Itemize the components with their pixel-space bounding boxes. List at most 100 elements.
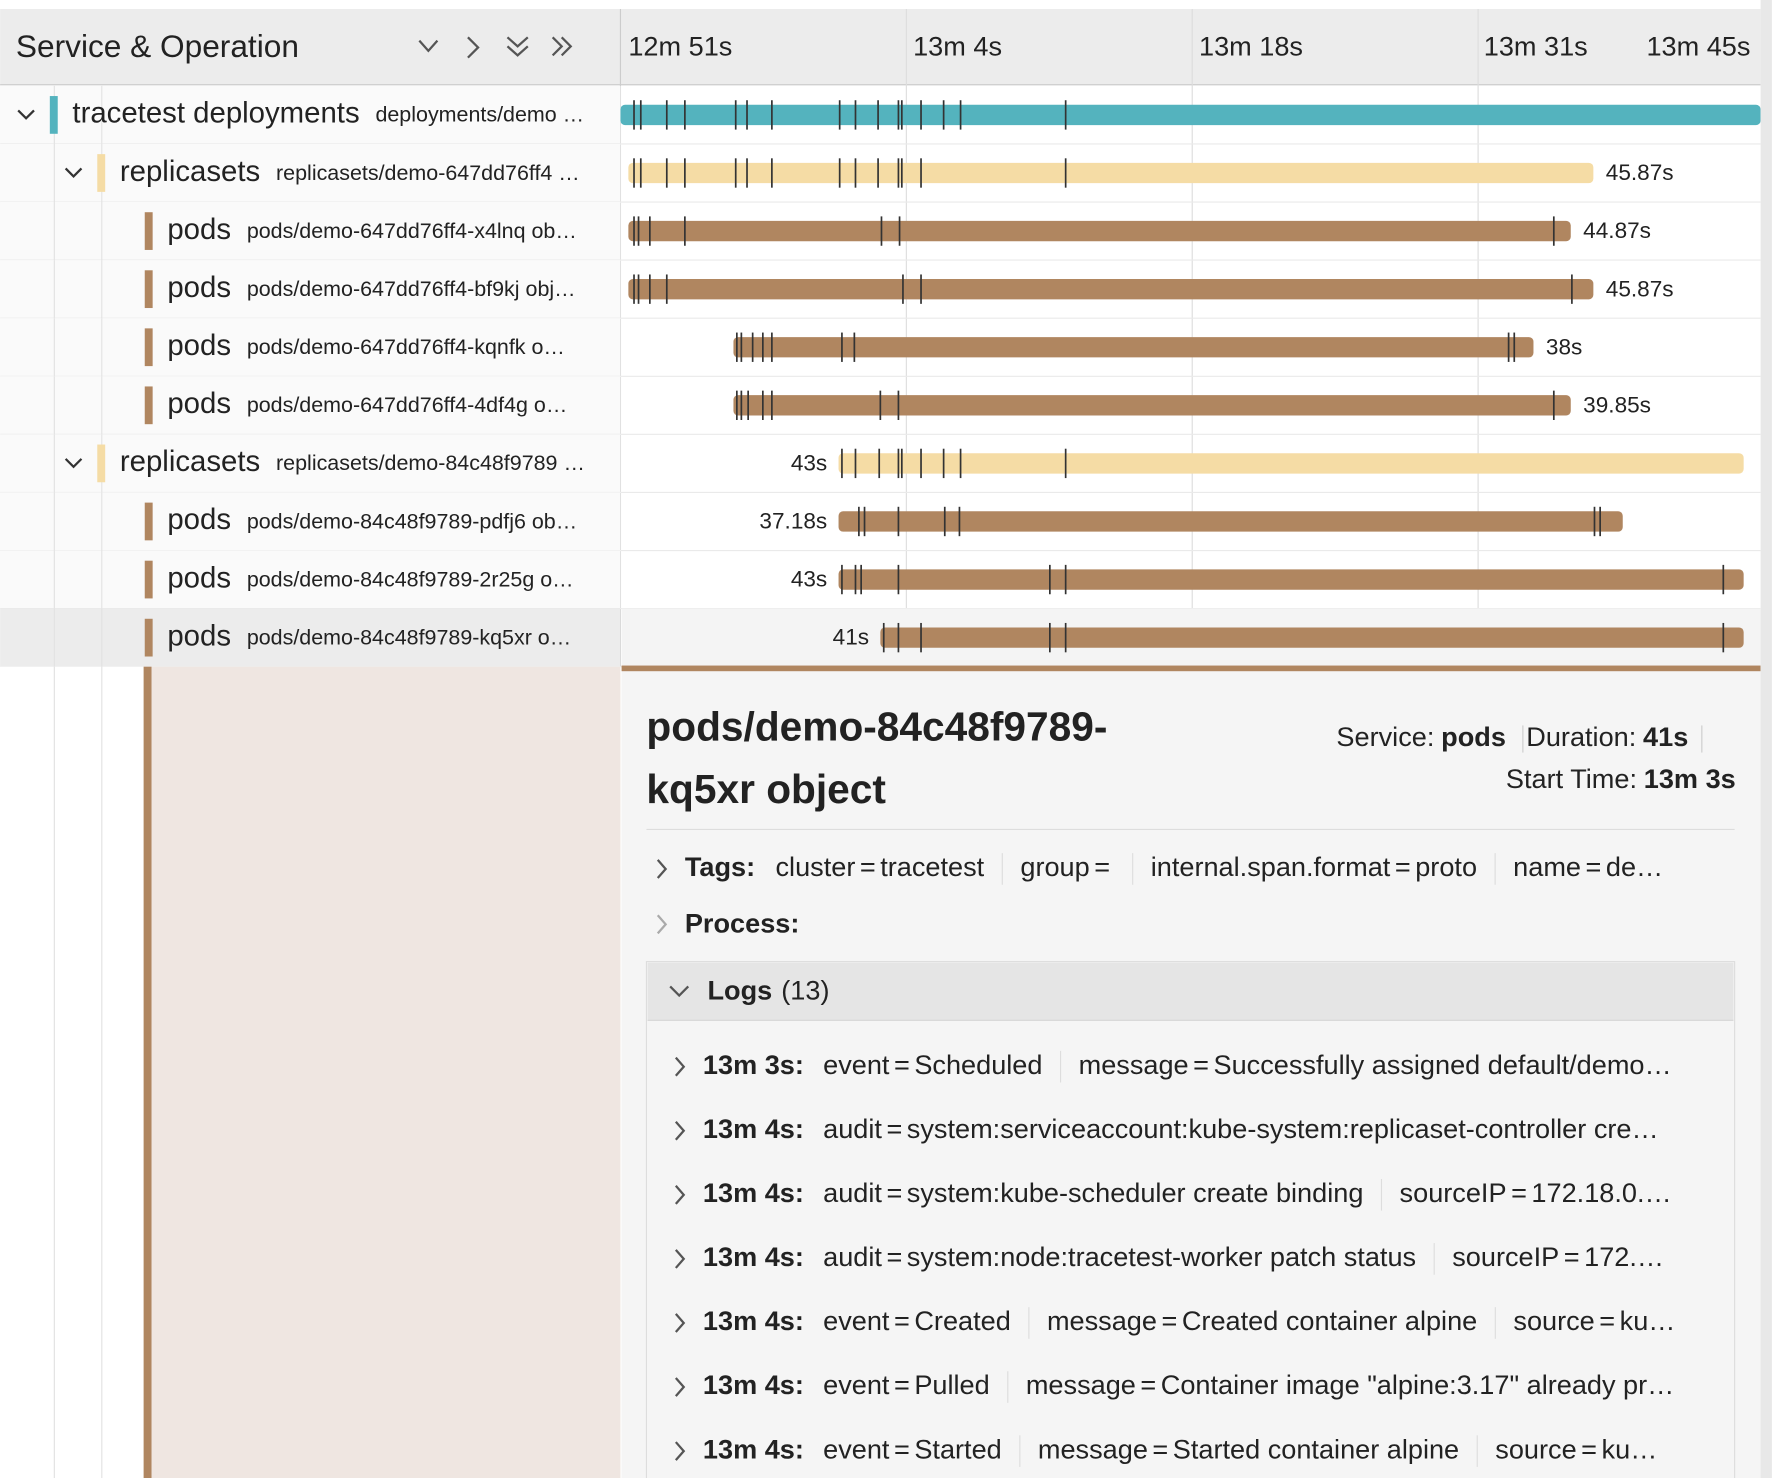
field-value: Started: [914, 1433, 1001, 1464]
duration-label: Duration:: [1526, 721, 1636, 752]
span-row[interactable]: pods pods/demo-84c48f9789-kq5xr o… 41s: [0, 608, 1761, 668]
log-entry[interactable]: 13m 4s: audit = system:serviceaccount:kube-…: [674, 1113, 1659, 1144]
operation-name[interactable]: pods/demo-647dd76ff4-kqnfk o…: [247, 335, 565, 359]
log-entry[interactable]: 13m 4s: event = Started message = Started cont…: [674, 1433, 1657, 1467]
span-row[interactable]: replicasets replicasets/demo-647dd76ff4 ……: [0, 143, 1761, 203]
collapse-all-2[interactable]: [506, 45, 529, 57]
service-name[interactable]: pods: [167, 329, 231, 362]
operation-name[interactable]: replicasets/demo-84c48f9789 …: [276, 451, 585, 475]
log-entry[interactable]: 13m 4s: audit = system:kube-scheduler creat…: [674, 1177, 1672, 1211]
service-name[interactable]: pods: [167, 213, 231, 246]
operation-name[interactable]: pods/demo-647dd76ff4-bf9kj obj…: [247, 277, 576, 301]
service-name[interactable]: pods: [167, 619, 231, 652]
log-toggle[interactable]: [674, 1313, 686, 1333]
service-name[interactable]: pods: [167, 503, 231, 536]
log-toggle[interactable]: [674, 1056, 686, 1077]
span-bar: [620, 104, 1761, 126]
service-color: [144, 386, 153, 425]
log-toggle[interactable]: [674, 1185, 686, 1205]
logs-toggle[interactable]: [669, 985, 690, 998]
service-name[interactable]: pods: [167, 271, 231, 304]
expand-one[interactable]: [467, 36, 480, 59]
span-duration: 45.87s: [1606, 276, 1674, 301]
service-name[interactable]: pods: [167, 387, 231, 420]
operation-name[interactable]: pods/demo-84c48f9789-pdfj6 ob…: [247, 509, 577, 533]
span-row[interactable]: replicasets replicasets/demo-84c48f9789 ……: [0, 434, 1761, 494]
service-value: pods: [1441, 721, 1506, 752]
row-toggle[interactable]: [64, 458, 83, 469]
log-toggle[interactable]: [674, 1441, 686, 1461]
tags-label[interactable]: Tags:: [685, 851, 755, 882]
log-entry[interactable]: 13m 4s: event = Pulled message = Container ima…: [674, 1369, 1674, 1403]
log-entry[interactable]: 13m 3s: event = Scheduled message = Successful…: [674, 1049, 1672, 1083]
tags-toggle[interactable]: [656, 859, 668, 879]
operation-name[interactable]: replicasets/demo-647dd76ff4 …: [276, 161, 580, 185]
logs-header[interactable]: [647, 962, 1734, 1021]
log-time: 13m 4s:: [703, 1305, 804, 1336]
span-row[interactable]: pods pods/demo-647dd76ff4-4df4g o… 39.85s: [0, 376, 1761, 435]
log-entry[interactable]: 13m 4s: event = Created message = Created cont…: [674, 1305, 1676, 1339]
service-name[interactable]: replicasets: [120, 155, 260, 188]
operation-name[interactable]: pods/demo-84c48f9789-2r25g o…: [247, 567, 574, 591]
span-row[interactable]: pods pods/demo-647dd76ff4-bf9kj obj… 45.87…: [0, 260, 1761, 319]
process-label[interactable]: Process:: [685, 908, 800, 939]
service-color: [97, 154, 106, 192]
span-row[interactable]: pods pods/demo-647dd76ff4-kqnfk o… 38s: [0, 318, 1761, 377]
log-toggle[interactable]: [674, 1377, 686, 1397]
span-row[interactable]: pods pods/demo-84c48f9789-2r25g o… 43s: [0, 550, 1761, 610]
operation-name[interactable]: deployments/demo …: [375, 103, 584, 127]
row-toggle[interactable]: [17, 109, 35, 120]
span-rows: tracetest deployments deployments/demo … r…: [0, 85, 1761, 668]
field-value: Pulled: [914, 1369, 989, 1400]
operation-name[interactable]: pods/demo-647dd76ff4-x4lnq ob…: [247, 219, 577, 243]
log-toggle[interactable]: [674, 1120, 686, 1141]
log-toggle[interactable]: [674, 1249, 686, 1269]
process-toggle[interactable]: [656, 914, 668, 935]
span-row[interactable]: tracetest deployments deployments/demo …: [0, 85, 1761, 145]
span-row[interactable]: pods pods/demo-647dd76ff4-x4lnq ob… 44.87s: [0, 202, 1761, 261]
span-bar: [733, 395, 1571, 416]
row-left-bg: [0, 550, 621, 609]
service-color: [144, 212, 153, 250]
row-left-bg: [0, 608, 621, 667]
service-color: [97, 444, 106, 483]
field-value: Created container alpine: [1182, 1305, 1477, 1336]
log-time: 13m 4s:: [703, 1369, 804, 1400]
collapse-all[interactable]: [506, 36, 529, 48]
service-color: [144, 270, 153, 309]
expand-all-2[interactable]: [560, 36, 573, 57]
service-name[interactable]: replicasets: [120, 445, 260, 478]
span-row[interactable]: pods pods/demo-84c48f9789-pdfj6 ob… 37.18s: [0, 492, 1761, 552]
field-key: name: [1513, 851, 1581, 882]
service-color: [144, 328, 153, 367]
header-controls[interactable]: [418, 36, 573, 59]
log-entry[interactable]: 13m 4s: audit = system:node:tracetest-worke…: [674, 1241, 1664, 1275]
span-bar: [838, 511, 1623, 532]
row-toggle[interactable]: [64, 167, 83, 178]
service-color: [144, 560, 153, 599]
logs-label[interactable]: Logs: [707, 974, 772, 1005]
scrollbar: [1760, 0, 1772, 1478]
operation-name[interactable]: pods/demo-84c48f9789-kq5xr o…: [247, 625, 571, 649]
field-value: Started container alpine: [1173, 1433, 1459, 1464]
field-key: audit: [823, 1177, 882, 1208]
field-equals: =: [1581, 1433, 1597, 1464]
field-equals: =: [1094, 851, 1110, 882]
collapse-one[interactable]: [418, 39, 439, 53]
span-duration: 39.85s: [1583, 392, 1651, 417]
expand-all[interactable]: [551, 36, 564, 57]
field-key: source: [1513, 1305, 1594, 1336]
logs-box: [645, 961, 1736, 1478]
time-tick-label: 12m 51s: [628, 31, 732, 62]
operation-name[interactable]: pods/demo-647dd76ff4-4df4g o…: [247, 393, 567, 417]
field-key: message: [1038, 1433, 1148, 1464]
field-value: de…: [1606, 851, 1663, 882]
field-value: Successfully assigned default/demo…: [1214, 1049, 1672, 1080]
field-value: system:node:tracetest-worker patch statu…: [907, 1241, 1416, 1272]
span-duration: 41s: [833, 625, 869, 650]
span-duration: 37.18s: [759, 509, 827, 534]
service-name[interactable]: pods: [167, 561, 231, 594]
service-name[interactable]: tracetest deployments: [72, 97, 359, 130]
